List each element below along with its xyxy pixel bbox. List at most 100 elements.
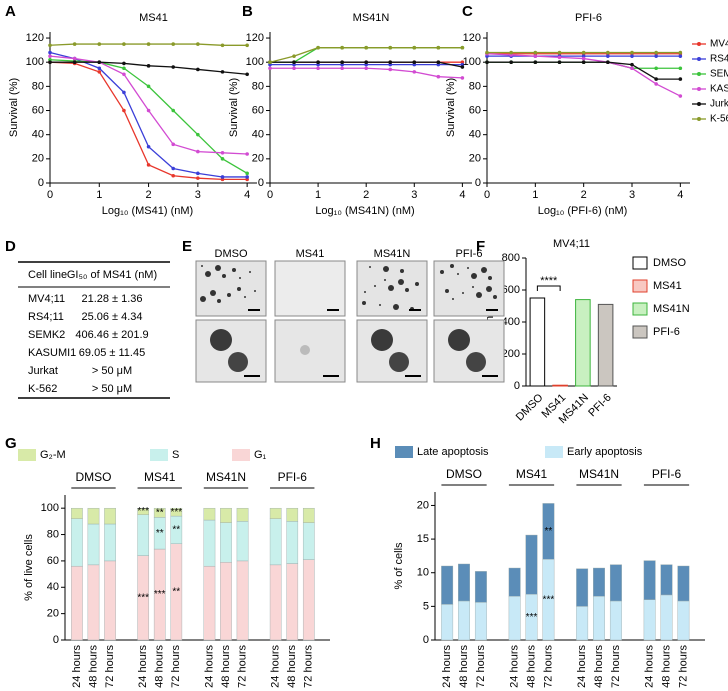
y-tick-label: 120 — [463, 32, 481, 44]
bar-segment — [441, 565, 454, 605]
table-cell: RS4;11 — [28, 311, 64, 323]
colony — [450, 264, 454, 268]
data-point — [316, 60, 320, 64]
data-point — [316, 66, 320, 71]
data-point — [196, 67, 200, 72]
y-tick-label: 0 — [38, 177, 44, 189]
bar-segment — [71, 518, 83, 567]
data-point — [146, 84, 151, 89]
colony — [457, 273, 459, 275]
colony-image — [433, 260, 505, 317]
panel-letter: D — [5, 238, 16, 255]
chart-title: MS41N — [353, 12, 390, 24]
data-point — [340, 66, 344, 71]
legend-marker — [697, 117, 701, 121]
bar-segment — [170, 507, 183, 517]
colony — [300, 345, 310, 355]
data-point — [533, 54, 538, 58]
data-point — [412, 70, 417, 74]
bar-segment — [236, 560, 249, 641]
series-line — [487, 61, 681, 80]
legend-marker — [697, 87, 701, 91]
bar-segment — [660, 564, 673, 596]
x-tick-label: 1 — [532, 189, 538, 201]
y-tick-label: 60 — [32, 104, 44, 116]
legend-label: Jurkat — [710, 99, 728, 110]
data-point — [678, 66, 683, 71]
bar-segment — [137, 507, 150, 515]
bar-segment — [643, 560, 656, 600]
image-column-label: PFI-6 — [456, 248, 483, 260]
bar-segment — [137, 514, 150, 556]
x-tick-label: 24 hours — [509, 645, 521, 688]
data-point — [292, 66, 296, 71]
colony — [466, 352, 486, 372]
bar-segment — [104, 560, 116, 641]
x-axis-label: Log₁₀ (PFI-6) (nM) — [538, 205, 628, 217]
data-point — [316, 45, 320, 50]
data-point — [146, 64, 151, 68]
data-point — [654, 50, 658, 55]
legend-swatch — [632, 279, 648, 293]
data-point — [122, 108, 126, 113]
x-tick-label: 48 hours — [286, 645, 298, 688]
bar-segment — [269, 507, 282, 519]
legend-swatch — [395, 446, 413, 458]
data-point — [581, 56, 586, 61]
table-cell: > 50 μM — [92, 383, 132, 395]
data-point — [557, 60, 562, 64]
x-tick-label: 0 — [484, 189, 490, 201]
colony — [452, 298, 454, 300]
legend-label: K-562 — [710, 114, 728, 125]
panel-letter: E — [182, 238, 192, 255]
y-tick-label: 120 — [246, 32, 264, 44]
data-point — [171, 108, 176, 113]
y-tick-label: 800 — [502, 252, 520, 264]
y-tick-label: 0 — [475, 177, 481, 189]
bar-segment — [576, 568, 589, 607]
bar-segment — [286, 507, 299, 522]
colony-image — [274, 260, 346, 317]
bar-segment — [71, 565, 83, 641]
data-point — [122, 42, 126, 46]
data-point — [678, 94, 683, 98]
data-point — [97, 70, 102, 74]
significance-label: *** — [154, 589, 166, 600]
data-point — [146, 144, 151, 149]
bar-segment — [220, 562, 232, 641]
data-point — [122, 90, 126, 95]
data-point — [220, 43, 225, 48]
colony — [493, 295, 497, 299]
bar-segment — [525, 534, 538, 595]
data-point — [72, 60, 77, 64]
table-cell: MV4;11 — [28, 293, 65, 305]
y-tick-label: 600 — [502, 284, 520, 296]
x-tick-label: 24 hours — [644, 645, 656, 688]
colony — [486, 286, 492, 292]
data-point — [533, 60, 538, 64]
x-tick-label: 48 hours — [220, 645, 232, 688]
significance-bracket — [536, 285, 561, 291]
table-cell: Jurkat — [28, 365, 58, 377]
colony-image — [274, 319, 346, 383]
legend-swatch — [232, 449, 250, 461]
legend-marker — [697, 72, 701, 76]
bar-segment — [542, 503, 555, 560]
bar-segment — [302, 522, 315, 560]
bar-segment — [508, 596, 521, 641]
colony — [467, 267, 469, 269]
group-label: PFI-6 — [278, 470, 308, 484]
data-point — [606, 50, 610, 55]
panel-letter: A — [5, 3, 16, 20]
series-line — [49, 61, 248, 181]
x-tick-label: 72 hours — [303, 645, 315, 688]
data-point — [48, 60, 52, 64]
group-label: MS41N — [579, 467, 619, 481]
legend-label: MS41 — [653, 280, 682, 292]
bar-segment — [71, 507, 83, 519]
legend-label: KASUMI1 — [710, 84, 728, 95]
colony — [405, 288, 409, 292]
x-tick-label: 72 hours — [104, 645, 116, 688]
colony-image — [195, 260, 267, 317]
data-point — [122, 61, 126, 66]
